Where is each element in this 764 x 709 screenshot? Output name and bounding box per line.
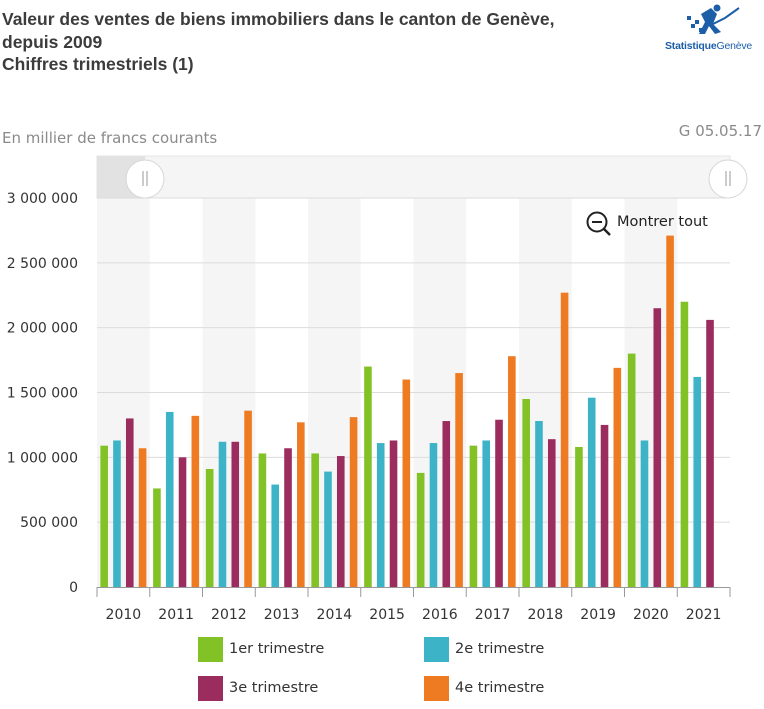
runner-icon	[687, 4, 740, 34]
title-line-1: Valeur des ventes de biens immobiliers d…	[2, 9, 555, 29]
x-tick-label: 2020	[633, 607, 669, 623]
bar[interactable]	[376, 443, 385, 587]
legend-item[interactable]: 1er trimestre	[198, 636, 324, 662]
navigator-left-handle[interactable]	[125, 159, 165, 199]
bar[interactable]	[653, 308, 662, 587]
x-tick-label: 2019	[580, 607, 616, 623]
bar[interactable]	[535, 421, 543, 587]
bar[interactable]	[416, 472, 425, 587]
chart-title: Valeur des ventes de biens immobiliers d…	[2, 8, 554, 76]
x-tick-label: 2011	[158, 607, 194, 623]
bar[interactable]	[284, 448, 292, 587]
unit-label: En millier de francs courants	[2, 129, 218, 147]
bar[interactable]	[311, 453, 319, 587]
bar[interactable]	[191, 415, 200, 587]
show-all-label: Montrer tout	[617, 214, 708, 230]
bar[interactable]	[349, 417, 358, 587]
bar-chart: 0 500 000 1 000 000 1 500 000 2 000 000 2 500…	[7, 155, 748, 623]
bar[interactable]	[297, 422, 305, 587]
bar[interactable]	[138, 448, 147, 587]
legend-label: 3e trimestre	[229, 680, 319, 696]
legend-item[interactable]: 3e trimestre	[198, 675, 318, 701]
bar[interactable]	[640, 440, 649, 587]
bar[interactable]	[455, 373, 463, 587]
x-tick-label: 2017	[475, 607, 511, 623]
logo-text: StatistiqueGenève	[665, 40, 753, 52]
navigator-track	[96, 155, 731, 199]
x-tick-label: 2021	[686, 607, 722, 623]
bar[interactable]	[575, 446, 583, 587]
y-tick-label: 1 500 000	[7, 386, 78, 402]
bar[interactable]	[560, 292, 569, 587]
title-line-3: Chiffres trimestriels (1)	[2, 54, 194, 74]
x-tick-label: 2014	[317, 607, 353, 623]
bar[interactable]	[522, 398, 530, 587]
y-tick-label: 1 000 000	[7, 450, 78, 466]
legend-item[interactable]: 2e trimestre	[424, 636, 544, 662]
bar[interactable]	[508, 356, 516, 587]
bar[interactable]	[113, 440, 121, 587]
bar[interactable]	[429, 443, 438, 587]
x-tick-label: 2012	[211, 607, 247, 623]
bar[interactable]	[587, 397, 596, 587]
y-tick-label: 500 000	[20, 515, 78, 531]
legend-label: 1er trimestre	[229, 641, 325, 657]
bar[interactable]	[153, 488, 161, 587]
bar[interactable]	[205, 469, 214, 587]
zoom-out-icon	[586, 211, 608, 233]
y-tick-label: 0	[69, 580, 78, 596]
bar[interactable]	[244, 410, 252, 587]
x-tick-label: 2018	[528, 607, 564, 623]
bar[interactable]	[482, 440, 491, 587]
x-tick-label: 2013	[264, 607, 300, 623]
bar[interactable]	[324, 471, 332, 587]
title-line-2: depuis 2009	[2, 31, 103, 52]
bar[interactable]	[600, 424, 609, 587]
bar[interactable]	[165, 411, 174, 587]
y-tick-label: 3 000 000	[7, 191, 78, 207]
bar[interactable]	[389, 440, 398, 587]
bar[interactable]	[231, 441, 240, 587]
statistique-geneve-logo: StatistiqueGenève	[665, 4, 752, 56]
bar[interactable]	[442, 421, 451, 587]
bar[interactable]	[178, 457, 187, 587]
bar[interactable]	[693, 376, 702, 587]
legend-label: 2e trimestre	[455, 641, 545, 657]
x-tick-label: 2015	[369, 607, 405, 623]
navigator-right-handle[interactable]	[708, 159, 748, 199]
bar[interactable]	[258, 453, 267, 587]
bar[interactable]	[218, 441, 227, 587]
y-tick-label: 2 000 000	[7, 321, 78, 337]
legend-swatch	[424, 675, 449, 701]
bar[interactable]	[495, 419, 503, 587]
range-navigator[interactable]	[96, 155, 748, 199]
graph-code: G 05.05.17	[678, 122, 762, 140]
x-tick-label: 2016	[422, 607, 458, 623]
bar[interactable]	[271, 484, 280, 587]
bar[interactable]	[613, 367, 622, 587]
bar[interactable]	[547, 439, 556, 587]
bar[interactable]	[402, 379, 411, 587]
legend-swatch	[198, 675, 223, 701]
bar[interactable]	[706, 319, 714, 587]
legend-item[interactable]: 4e trimestre	[424, 675, 544, 701]
x-tick-label: 2010	[106, 607, 142, 623]
bar[interactable]	[100, 445, 108, 587]
legend-swatch	[198, 636, 223, 662]
bar[interactable]	[666, 235, 674, 587]
bar[interactable]	[469, 445, 478, 587]
bar[interactable]	[125, 418, 134, 587]
legend-label: 4e trimestre	[455, 680, 545, 696]
show-all-button[interactable]: Montrer tout	[586, 211, 709, 236]
bar[interactable]	[364, 366, 372, 587]
bar[interactable]	[336, 456, 345, 587]
bar[interactable]	[627, 353, 636, 587]
legend-swatch	[424, 636, 449, 662]
bar[interactable]	[680, 301, 689, 587]
y-tick-label: 2 500 000	[7, 256, 78, 272]
